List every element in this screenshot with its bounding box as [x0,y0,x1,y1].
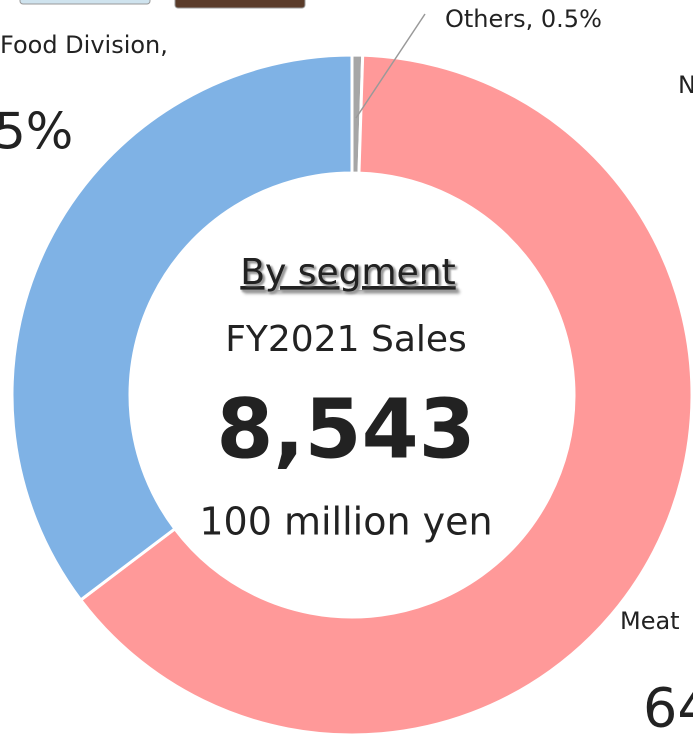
annotation: Meat [620,607,680,635]
chart: Others, 0.5% Food Division, 5% N Meat 64… [0,0,693,735]
annotation: N [678,71,693,99]
annotation: 64 [643,677,693,735]
center-subtitle: FY2021 Sales [225,319,467,360]
thumbnail [175,0,305,8]
annotation: 5% [0,103,73,161]
center-heading: By segment [240,252,455,293]
thumbnail [20,0,150,4]
annotation: Food Division, [0,31,168,59]
slice-label: Others, 0.5% [445,5,602,33]
center-total: 8,543 [216,382,475,477]
center-unit: 100 million yen [199,500,492,544]
